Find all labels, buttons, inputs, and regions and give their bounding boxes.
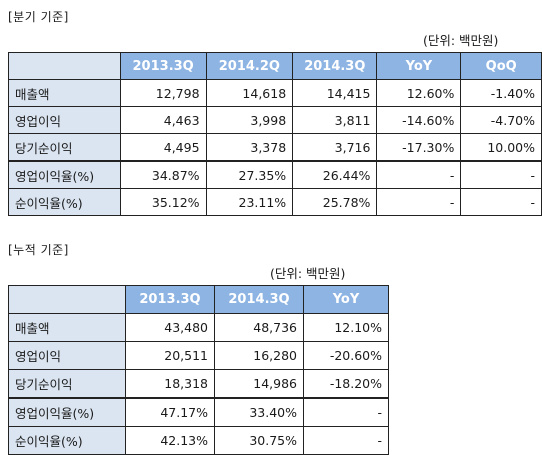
- cumulative-header-2014-3q: 2014.3Q: [214, 285, 304, 314]
- table-row: 영업이익율(%) 34.87% 27.35% 26.44% - -: [8, 160, 542, 189]
- row-label: 영업이익: [8, 341, 126, 370]
- cell: -1.40%: [460, 79, 542, 107]
- cell: 34.87%: [119, 160, 207, 189]
- cell: 18,318: [125, 369, 215, 399]
- cell: 3,716: [292, 133, 378, 162]
- cumulative-unit-label: (단위: 백만원): [270, 266, 346, 281]
- cell: -14.60%: [376, 106, 462, 134]
- cell: -18.20%: [303, 369, 389, 399]
- cell: 14,415: [292, 79, 378, 107]
- table-row: 당기순이익 18,318 14,986 -18.20%: [8, 369, 389, 399]
- cell: 30.75%: [214, 426, 304, 455]
- cumulative-table: 2013.3Q 2014.3Q YoY 매출액 43,480 48,736 12…: [8, 285, 389, 455]
- cell: 12,798: [119, 79, 207, 107]
- cell: 16,280: [214, 341, 304, 370]
- cell: -4.70%: [460, 106, 542, 134]
- cell: -: [460, 188, 542, 216]
- table-row: 매출액 43,480 48,736 12.10%: [8, 313, 389, 342]
- cell: 48,736: [214, 313, 304, 342]
- cumulative-header-row: 2013.3Q 2014.3Q YoY: [8, 285, 389, 314]
- row-label: 영업이익: [8, 106, 121, 134]
- cell: -20.60%: [303, 341, 389, 370]
- cell: 26.44%: [292, 160, 378, 189]
- table-row: 당기순이익 4,495 3,378 3,716 -17.30% 10.00%: [8, 133, 542, 162]
- quarterly-header-2013-3q: 2013.3Q: [119, 52, 207, 80]
- table-row: 순이익율(%) 35.12% 23.11% 25.78% - -: [8, 188, 542, 216]
- quarterly-header-row: 2013.3Q 2014.2Q 2014.3Q YoY QoQ: [8, 52, 542, 80]
- cumulative-header-corner: [8, 285, 126, 314]
- cell: -: [376, 160, 462, 189]
- cell: 23.11%: [205, 188, 294, 216]
- row-label: 매출액: [8, 79, 121, 107]
- cell: 20,511: [125, 341, 215, 370]
- quarterly-section-title: [분기 기준]: [8, 10, 69, 24]
- table-row: 영업이익 4,463 3,998 3,811 -14.60% -4.70%: [8, 106, 542, 134]
- row-label: 당기순이익: [8, 369, 126, 399]
- cumulative-header-2013-3q: 2013.3Q: [125, 285, 215, 314]
- cell: 43,480: [125, 313, 215, 342]
- quarterly-header-yoy: YoY: [376, 52, 462, 80]
- quarterly-unit-label: (단위: 백만원): [423, 33, 499, 48]
- row-label: 순이익율(%): [8, 426, 126, 455]
- quarterly-header-corner: [8, 52, 121, 80]
- cell: 14,618: [205, 79, 294, 107]
- cell: 33.40%: [214, 397, 304, 427]
- cell: 10.00%: [460, 133, 542, 162]
- cell: -: [303, 426, 389, 455]
- cell: -17.30%: [376, 133, 462, 162]
- cell: 35.12%: [119, 188, 207, 216]
- cell: 14,986: [214, 369, 304, 399]
- quarterly-table: 2013.3Q 2014.2Q 2014.3Q YoY QoQ 매출액 12,7…: [8, 52, 542, 216]
- cell: 12.60%: [376, 79, 462, 107]
- cell: 4,463: [119, 106, 207, 134]
- row-label: 순이익율(%): [8, 188, 121, 216]
- cell: 3,378: [205, 133, 294, 162]
- table-row: 순이익율(%) 42.13% 30.75% -: [8, 426, 389, 455]
- table-row: 영업이익 20,511 16,280 -20.60%: [8, 341, 389, 370]
- cell: 3,998: [205, 106, 294, 134]
- cell: 12.10%: [303, 313, 389, 342]
- cumulative-header-yoy: YoY: [303, 285, 389, 314]
- row-label: 당기순이익: [8, 133, 121, 162]
- table-row: 영업이익율(%) 47.17% 33.40% -: [8, 397, 389, 427]
- cell: 27.35%: [205, 160, 294, 189]
- table-row: 매출액 12,798 14,618 14,415 12.60% -1.40%: [8, 79, 542, 107]
- row-label: 영업이익율(%): [8, 397, 126, 427]
- quarterly-header-qoq: QoQ: [460, 52, 542, 80]
- cell: 42.13%: [125, 426, 215, 455]
- cell: 47.17%: [125, 397, 215, 427]
- cell: 3,811: [292, 106, 378, 134]
- cell: 25.78%: [292, 188, 378, 216]
- row-label: 매출액: [8, 313, 126, 342]
- row-label: 영업이익율(%): [8, 160, 121, 189]
- cell: -: [376, 188, 462, 216]
- cell: 4,495: [119, 133, 207, 162]
- quarterly-header-2014-3q: 2014.3Q: [292, 52, 378, 80]
- cumulative-section-title: [누적 기준]: [8, 243, 69, 257]
- quarterly-header-2014-2q: 2014.2Q: [205, 52, 294, 80]
- cell: -: [460, 160, 542, 189]
- cell: -: [303, 397, 389, 427]
